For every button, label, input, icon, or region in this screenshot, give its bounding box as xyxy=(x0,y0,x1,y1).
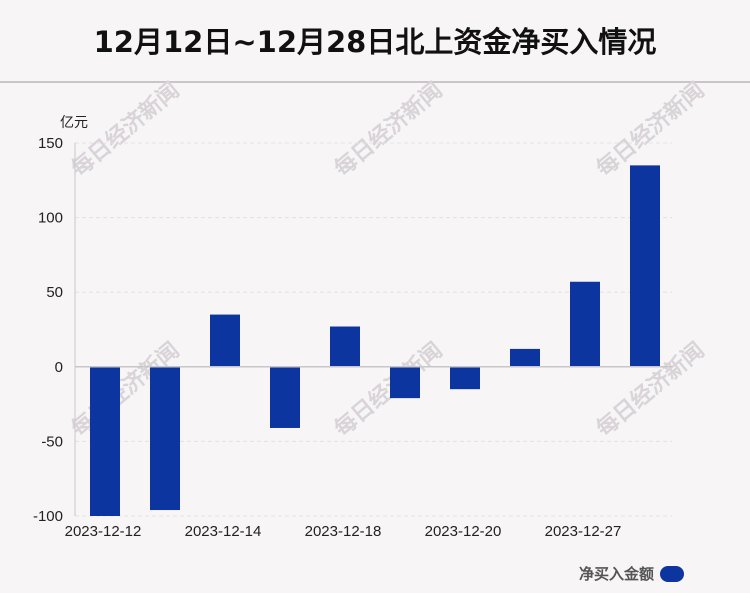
legend-label: 净买入金额 xyxy=(578,565,654,583)
watermark-text: 每日经济新闻 xyxy=(330,77,448,182)
title-divider xyxy=(0,81,750,83)
x-tick-label: 2023-12-20 xyxy=(425,523,502,540)
bar xyxy=(450,366,480,390)
bar xyxy=(390,366,420,399)
bar xyxy=(510,348,540,367)
bar xyxy=(210,314,240,367)
bar xyxy=(90,366,120,516)
y-tick-label: -50 xyxy=(41,433,63,450)
bar xyxy=(570,281,600,367)
y-axis-unit: 亿元 xyxy=(60,115,88,131)
y-tick-label: -100 xyxy=(33,508,63,525)
bar xyxy=(150,366,180,511)
y-tick-label: 150 xyxy=(38,135,63,152)
y-tick-label: 0 xyxy=(55,359,63,376)
legend: 净买入金额 xyxy=(579,563,684,584)
y-tick-label: 50 xyxy=(46,284,63,301)
x-tick-label: 2023-12-27 xyxy=(545,523,622,540)
watermark-text: 每日经济新闻 xyxy=(67,77,185,182)
x-tick-label: 2023-12-14 xyxy=(185,523,262,540)
y-tick-labels: -100 -50 0 50 100 150 xyxy=(33,135,63,525)
bar-series xyxy=(90,165,660,516)
bar xyxy=(630,165,660,367)
legend-swatch xyxy=(660,565,684,582)
x-tick-labels: 2023-12-12 2023-12-14 2023-12-18 2023-12-20… xyxy=(65,523,622,540)
bar xyxy=(270,366,300,428)
bar xyxy=(330,326,360,367)
axes xyxy=(74,143,672,516)
y-tick-label: 100 xyxy=(38,210,63,227)
x-tick-label: 2023-12-12 xyxy=(65,523,142,540)
x-tick-label: 2023-12-18 xyxy=(305,523,382,540)
chart-title: 12月12日~12月28日北上资金净买入情况 xyxy=(93,25,657,59)
